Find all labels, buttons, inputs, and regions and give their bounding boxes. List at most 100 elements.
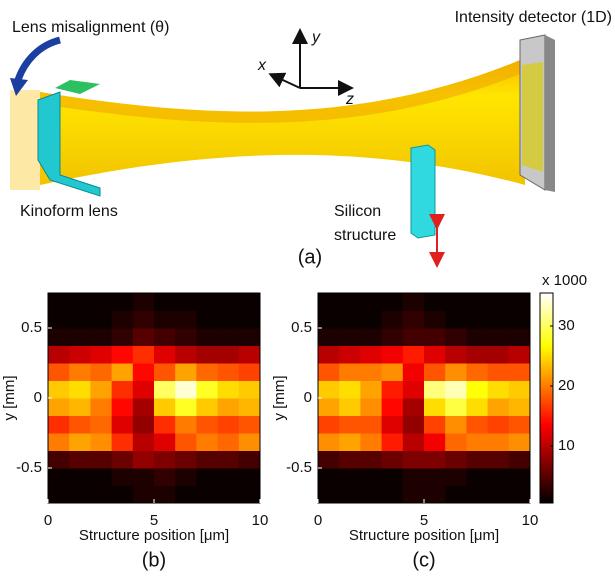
heatmap-cell — [445, 433, 467, 451]
x-axis-label: Structure position [μm] — [79, 527, 229, 544]
heatmap-cell — [239, 293, 261, 311]
heatmap-cell — [488, 328, 510, 346]
heatmap-cell — [48, 311, 70, 329]
heatmap-cell — [112, 346, 134, 364]
heatmap-cell — [466, 293, 488, 311]
heatmap-cell — [154, 293, 176, 311]
heatmap-cell — [382, 328, 404, 346]
heatmap-cell — [424, 416, 446, 434]
heatmap-cell — [445, 398, 467, 416]
heatmap-cell — [154, 416, 176, 434]
heatmap-cell — [339, 486, 361, 504]
heatmap-cell — [133, 381, 155, 399]
heatmap-cell — [69, 328, 91, 346]
heatmap-cell — [466, 311, 488, 329]
heatmap-cell — [196, 293, 218, 311]
heatmap-cell — [90, 381, 112, 399]
heatmap-cell — [466, 381, 488, 399]
heatmap-cell — [509, 311, 531, 329]
y-tick-label: 0.5 — [21, 319, 42, 336]
heatmap-cell — [488, 398, 510, 416]
heatmap-cell — [488, 311, 510, 329]
heatmap-cell — [318, 328, 340, 346]
heatmap-cell — [445, 451, 467, 469]
x-tick-label: 0 — [44, 512, 52, 529]
heatmap-cell — [509, 433, 531, 451]
heatmap-cell — [318, 381, 340, 399]
heatmap-cell — [133, 293, 155, 311]
heatmap-cell — [90, 311, 112, 329]
heatmap-cell — [339, 293, 361, 311]
heatmap-cell — [133, 398, 155, 416]
heatmap-cell — [48, 468, 70, 486]
heatmap-cell — [154, 328, 176, 346]
heatmap-cell — [488, 346, 510, 364]
heatmap-cell — [48, 486, 70, 504]
heatmap-cell — [133, 346, 155, 364]
heatmap-cell — [196, 486, 218, 504]
heatmap-cell — [360, 293, 382, 311]
heatmap-cell — [382, 311, 404, 329]
heatmap-cell — [154, 468, 176, 486]
heatmap-cell — [112, 468, 134, 486]
heatmap-cell — [218, 293, 240, 311]
heatmap-cell — [69, 468, 91, 486]
heatmap-cell — [175, 293, 197, 311]
heatmap-cell — [318, 416, 340, 434]
heatmap-cell — [466, 363, 488, 381]
heatmap-cell — [339, 346, 361, 364]
heatmap-cell — [488, 433, 510, 451]
heatmap-cell — [509, 451, 531, 469]
heatmap-cell — [69, 416, 91, 434]
heatmap-cell — [339, 363, 361, 381]
heatmap-cell — [69, 433, 91, 451]
panel-label: (a) — [298, 246, 322, 268]
heatmap-cell — [339, 328, 361, 346]
heatmap-cell — [466, 468, 488, 486]
heatmap-cell — [360, 486, 382, 504]
misalignment-label: Lens misalignment (θ) — [12, 19, 169, 36]
heatmap-cell — [112, 451, 134, 469]
heatmap-cell — [90, 416, 112, 434]
heatmap-cell — [196, 433, 218, 451]
heatmap-cell — [509, 293, 531, 311]
heatmap-cell — [339, 311, 361, 329]
heatmap-cell — [48, 433, 70, 451]
heatmap-cell — [196, 398, 218, 416]
heatmap-cell — [339, 433, 361, 451]
heatmap-cell — [488, 451, 510, 469]
heatmap-cell — [175, 346, 197, 364]
heatmap-cell — [154, 433, 176, 451]
heatmap-cell — [239, 398, 261, 416]
heatmap-cell — [403, 398, 425, 416]
heatmap-cell — [69, 293, 91, 311]
heatmap-cell — [90, 293, 112, 311]
heatmap-cell — [112, 486, 134, 504]
heatmap-cell — [90, 486, 112, 504]
heatmap-cell — [403, 363, 425, 381]
heatmap-cell — [318, 363, 340, 381]
heatmap-cell — [318, 486, 340, 504]
heatmap-cell — [218, 416, 240, 434]
detector-side — [545, 35, 555, 192]
heatmap-cell — [175, 398, 197, 416]
heatmap-cell — [445, 328, 467, 346]
heatmap-cell — [218, 451, 240, 469]
heatmap-cell — [154, 381, 176, 399]
heatmap-cell — [48, 293, 70, 311]
heatmap-cell — [339, 468, 361, 486]
heatmap-cell — [488, 468, 510, 486]
source-glow — [10, 90, 40, 190]
heatmap-cell — [488, 363, 510, 381]
axis-label: x — [257, 57, 267, 74]
heatmap-cell — [112, 293, 134, 311]
heatmap-cell — [445, 363, 467, 381]
heatmap-cell — [175, 328, 197, 346]
y-tick-label: -0.5 — [286, 459, 312, 476]
heatmap-cell — [218, 468, 240, 486]
heatmap-cell — [424, 381, 446, 399]
heatmap-cell — [424, 346, 446, 364]
heatmap-cell — [424, 328, 446, 346]
heatmap-cell — [318, 293, 340, 311]
heatmap-cell — [339, 416, 361, 434]
